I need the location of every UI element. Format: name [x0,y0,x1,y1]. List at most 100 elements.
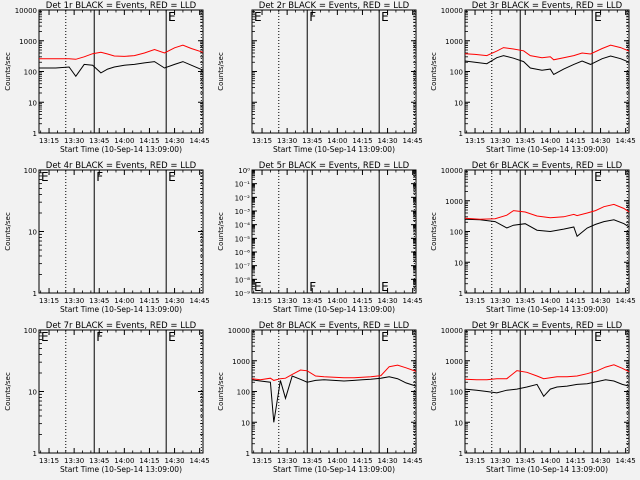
y-tick-label: 100 [24,327,37,335]
y-tick-label: 100 [24,69,37,77]
x-tick-label: 13:45 [302,297,322,305]
x-tick-label: 13:15 [465,137,485,145]
panel-title: Det 9r BLACK = Events, RED = LLD [472,321,623,331]
plot-frame [251,9,417,134]
x-tick-label: 14:15 [139,137,159,145]
segment-marker-letter: F [309,280,316,294]
y-tick-label: 100 [237,389,250,397]
segment-marker-letter: E [381,330,389,344]
x-axis-label: Start Time (10-Sep-14 13:09:00) [60,145,182,154]
segment-marker-letter: E [254,10,262,24]
x-axis-label: Start Time (10-Sep-14 13:09:00) [273,305,395,314]
x-tick-label: 13:30 [277,297,297,305]
y-axis-label: Counts/sec [217,52,225,91]
panel-title: Det 1r BLACK = Events, RED = LLD [46,1,197,11]
y-axis-label: Counts/sec [4,372,12,411]
chart-panel-4: Det 4r BLACK = Events, RED = LLD 1 10 100 Co… [4,161,210,314]
x-tick-label: 13:15 [252,137,272,145]
y-tick-label: 100 [450,69,463,77]
x-tick-label: 14:30 [590,297,610,305]
lld-series-line [251,364,417,381]
segment-marker-letter: E [381,10,389,24]
segment-marker-letter: E [254,280,262,294]
x-tick-label: 14:00 [327,137,347,145]
chart-panel-8: Det 8r BLACK = Events, RED = LLD 1 10 100 10… [217,321,423,474]
y-tick-label: 10 [241,419,250,427]
y-tick-label: 10 [28,99,37,107]
x-tick-label: 13:45 [89,457,109,465]
x-axis-label: Start Time (10-Sep-14 13:09:00) [273,145,395,154]
y-tick-label: 10000 [441,167,463,175]
x-tick-label: 13:15 [39,297,59,305]
segment-marker-letter: F [309,10,316,24]
x-tick-label: 14:15 [565,457,585,465]
segment-marker-letter: E [168,330,176,344]
x-tick-label: 14:45 [403,137,423,145]
plot-frame [251,169,417,294]
plot-frame [38,329,204,454]
x-tick-label: 14:00 [114,297,134,305]
x-tick-label: 14:30 [377,457,397,465]
y-tick-label: 10⁻³ [235,208,251,216]
segment-marker-letter: E [381,280,389,294]
panel-title: Det 7r BLACK = Events, RED = LLD [46,321,197,331]
plot-frame [38,169,204,294]
x-tick-label: 13:15 [465,297,485,305]
x-tick-label: 14:00 [540,137,560,145]
x-tick-label: 14:15 [565,137,585,145]
y-axis-label: Counts/sec [217,212,225,251]
segment-marker-letter: E [168,170,176,184]
plot-frame [464,9,630,134]
y-tick-label: 10 [28,229,37,237]
y-tick-label: 1000 [445,358,463,366]
chart-panel-1: Det 1r BLACK = Events, RED = LLD 1 10 100 10… [4,1,210,154]
x-axis-label: Start Time (10-Sep-14 13:09:00) [60,465,182,474]
x-tick-label: 13:30 [64,137,84,145]
x-tick-label: 13:15 [39,137,59,145]
x-axis-label: Start Time (10-Sep-14 13:09:00) [486,305,608,314]
y-tick-label: 1 [459,290,463,298]
x-tick-label: 14:15 [139,297,159,305]
chart-panel-3: Det 3r BLACK = Events, RED = LLD 1 10 100 10… [430,1,636,154]
y-tick-label: 10⁻⁷ [235,263,251,271]
x-axis-label: Start Time (10-Sep-14 13:09:00) [60,305,182,314]
x-tick-label: 13:45 [515,137,535,145]
segment-marker-letter: F [96,170,103,184]
x-tick-label: 14:00 [114,457,134,465]
lld-series-line [39,44,204,60]
y-tick-label: 10000 [228,327,250,335]
y-tick-label: 10000 [441,327,463,335]
x-tick-label: 13:45 [515,457,535,465]
segment-marker-letter: E [168,10,176,24]
x-tick-label: 13:30 [490,137,510,145]
y-tick-label: 10 [454,259,463,267]
x-tick-label: 13:15 [465,457,485,465]
y-tick-label: 10⁻⁵ [235,235,251,243]
events-series-line [464,55,630,76]
segment-marker-letter: E [41,330,49,344]
y-tick-label: 10⁻⁴ [235,222,251,230]
x-tick-label: 14:45 [190,297,210,305]
plot-frame [38,9,204,134]
y-tick-label: 10⁻¹ [235,181,251,189]
panel-title: Det 4r BLACK = Events, RED = LLD [46,161,197,171]
x-tick-label: 13:45 [302,137,322,145]
panel-title: Det 6r BLACK = Events, RED = LLD [472,161,623,171]
x-tick-label: 14:00 [540,297,560,305]
y-tick-label: 10⁻⁹ [235,290,251,298]
y-tick-label: 1 [459,130,463,138]
y-tick-label: 10 [454,419,463,427]
x-axis-label: Start Time (10-Sep-14 13:09:00) [486,145,608,154]
x-tick-label: 14:45 [403,457,423,465]
segment-marker-letter: F [168,10,175,24]
segment-marker-letter: E [594,170,602,184]
y-axis-label: Counts/sec [430,212,438,251]
x-tick-label: 13:45 [89,297,109,305]
y-tick-label: 1000 [445,198,463,206]
segment-marker-letter: F [96,330,103,344]
x-tick-label: 14:30 [164,457,184,465]
x-tick-label: 13:15 [252,457,272,465]
x-tick-label: 14:45 [190,457,210,465]
x-tick-label: 14:45 [616,137,636,145]
chart-panel-5: Det 5r BLACK = Events, RED = LLD 10⁰ 10⁻¹ 1… [217,161,423,314]
